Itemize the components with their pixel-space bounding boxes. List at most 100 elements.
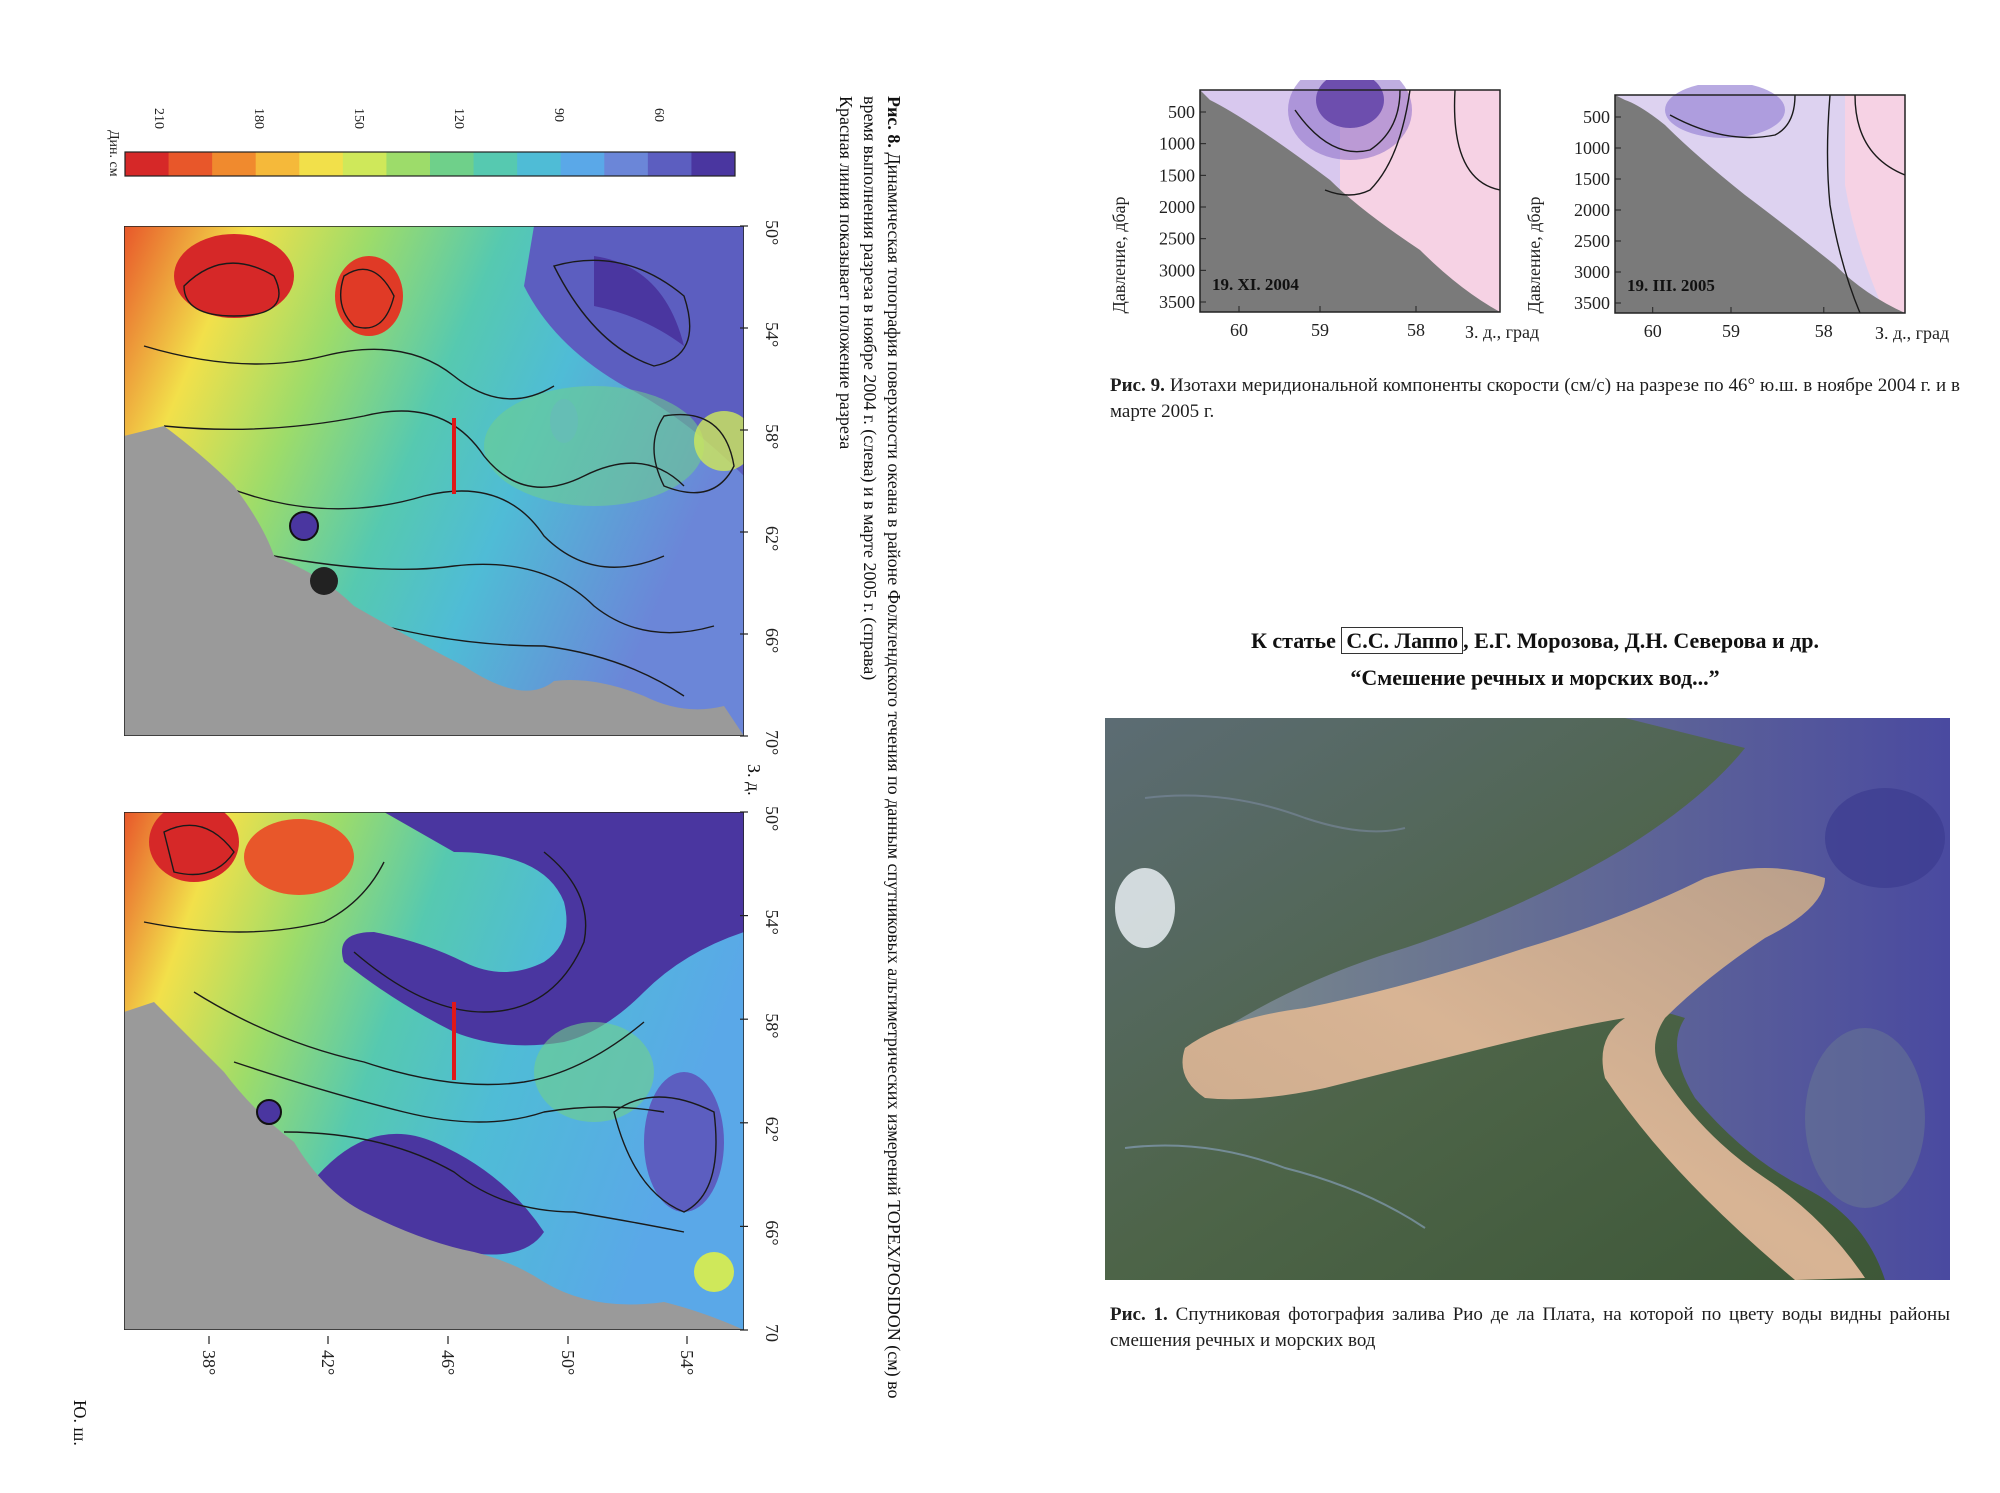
river xyxy=(1124,1144,1426,1229)
y-tick-label: 500 xyxy=(1583,107,1610,127)
contour-line xyxy=(340,268,395,329)
lat-tick-label: 62° xyxy=(762,1117,782,1142)
map-bottom-lon-svg: 38° 42° 46° 50° 54° xyxy=(199,1336,697,1375)
x-tick-label: 58 xyxy=(1407,320,1425,340)
y-tick-label: 2500 xyxy=(1159,229,1195,249)
lat-tick-label: 62° xyxy=(762,526,782,551)
map-top-unit-label: З. д. xyxy=(744,764,764,796)
panel-date: 19. III. 2005 xyxy=(1627,276,1715,295)
fig1-caption: Рис. 1. Спутниковая фотография залива Ри… xyxy=(1110,1302,1950,1354)
fig9-left-ylabel: Давление, дбар xyxy=(1109,196,1129,313)
article-authors: , Е.Г. Морозова, Д.Н. Северова и др. xyxy=(1463,628,1820,653)
velocity-halo xyxy=(1288,60,1412,160)
lat-tick-label: 50° xyxy=(762,220,782,245)
y-tick-label: 3000 xyxy=(1159,260,1195,280)
map-top-lat-svg: 50° 54° 58° 62° 66° 70° xyxy=(740,220,782,755)
contour-line xyxy=(383,625,685,697)
x-tick-label: 59 xyxy=(1311,320,1329,340)
colorbar-swatch xyxy=(255,152,300,176)
contour-line xyxy=(163,824,235,876)
colorbar-swatch xyxy=(647,152,692,176)
lat-tick-label: 54° xyxy=(762,322,782,347)
lat-tick-label: 66° xyxy=(762,1220,782,1245)
river xyxy=(1144,794,1406,833)
y-tick-label: 2500 xyxy=(1574,231,1610,251)
river-plume xyxy=(1182,868,1865,1280)
colorbar-swatch xyxy=(342,152,387,176)
y-tick-label: 2000 xyxy=(1574,200,1610,220)
fig8-caption-main: Рис. 8. Динамическая топография поверхно… xyxy=(858,96,906,1436)
colorbar-tick-label: 150 xyxy=(351,108,366,129)
island-eddy xyxy=(310,567,338,595)
fig8-caption: Рис. 8. Динамическая топография поверхно… xyxy=(834,96,906,1436)
fig8-label: Рис. 8. xyxy=(884,96,904,148)
colorbar-swatches xyxy=(125,152,736,176)
warm-eddy xyxy=(335,256,403,336)
lon-tick-label: 54° xyxy=(677,1350,697,1375)
deep-water xyxy=(1825,788,1945,888)
colorbar-swatch xyxy=(604,152,649,176)
velocity-core xyxy=(1665,82,1785,138)
satellite-photo xyxy=(1105,718,1950,1280)
isotach xyxy=(1854,94,1906,176)
lat-tick-label: 58° xyxy=(762,1013,782,1038)
lat-tick-label: 50° xyxy=(762,806,782,831)
article-title: “Смешение речных и морских вод...” xyxy=(1100,665,1970,691)
cold-patch xyxy=(644,1072,724,1212)
fig9-left-yticks: 500 1000 1500 2000 2500 3000 3500 xyxy=(1159,102,1206,312)
lon-tick-label: 38° xyxy=(199,1350,219,1375)
panel-date: 19. XI. 2004 xyxy=(1212,275,1299,294)
colorbar-tick-label: 90 xyxy=(551,108,566,122)
fig9-text: Изотахи меридиональной компоненты скорос… xyxy=(1110,375,1960,422)
map-bottom xyxy=(123,802,745,1331)
isotach xyxy=(1826,94,1861,314)
cold-region xyxy=(524,226,744,476)
contour-line xyxy=(353,851,587,1013)
lat-tick-label: 70° xyxy=(762,730,782,755)
y-tick-label: 1500 xyxy=(1159,165,1195,185)
satellite-photo-svg xyxy=(1105,718,1950,1280)
fig9-right-svg: 19. III. 2005 500 1000 1500 2000 2500 3000 350… xyxy=(1524,82,1949,343)
contour-line xyxy=(143,861,385,933)
contour-line xyxy=(552,259,691,367)
fig9-label: Рис. 9. xyxy=(1110,375,1165,396)
contour-line xyxy=(283,1131,685,1233)
bottom-lat-ticks: 50° 54° 58° 62° 66° 70° xyxy=(740,806,782,1349)
contour-line xyxy=(143,345,555,400)
map-top-svg xyxy=(123,225,754,737)
x-tick-label: 60 xyxy=(1230,320,1248,340)
fig8-text: Динамическая топография поверхности океа… xyxy=(860,96,904,1399)
colorbar-tick-label: 120 xyxy=(451,108,466,129)
lat-tick-label: 54° xyxy=(762,910,782,935)
fig9-right-xunit: З. д., град xyxy=(1875,323,1949,343)
contour-line xyxy=(273,555,715,634)
colorbar-swatch xyxy=(430,152,475,176)
colorbar-swatch xyxy=(168,152,213,176)
fig9-panel-left: 19. XI. 2004 500 1000 1500 2000 2500 3000 3500… xyxy=(1095,60,1555,360)
green-patch xyxy=(484,386,704,506)
positive-zone xyxy=(1845,95,1905,313)
cold-core xyxy=(594,256,684,346)
contour-line xyxy=(653,413,735,494)
contour-line xyxy=(163,410,685,488)
seabed xyxy=(1615,95,1905,313)
land-mass xyxy=(124,1002,744,1330)
y-tick-label: 3000 xyxy=(1574,262,1610,282)
contour-line xyxy=(233,1061,665,1123)
yellow-patch xyxy=(694,1252,734,1292)
colorbar-swatch xyxy=(212,152,257,176)
contour-line xyxy=(183,262,280,317)
map-bottom-lon-unit-label: Ю. ш. xyxy=(70,1400,90,1446)
colorbar-svg: Дин. см 210 180 150 120 90 60 xyxy=(106,108,736,177)
x-tick-label: 60 xyxy=(1644,321,1662,341)
colorbar-swatch xyxy=(125,152,170,176)
y-tick-label: 3500 xyxy=(1159,292,1195,312)
y-tick-label: 500 xyxy=(1168,102,1195,122)
y-tick-label: 1000 xyxy=(1159,134,1195,154)
y-tick-label: 1500 xyxy=(1574,169,1610,189)
fig9-right-yticks: 500 1000 1500 2000 2500 3000 3500 xyxy=(1574,107,1621,313)
colorbar-swatch xyxy=(560,152,605,176)
contour-line xyxy=(613,1096,717,1213)
fig1-label: Рис. 1. xyxy=(1110,1304,1168,1325)
x-tick-label: 59 xyxy=(1722,321,1740,341)
